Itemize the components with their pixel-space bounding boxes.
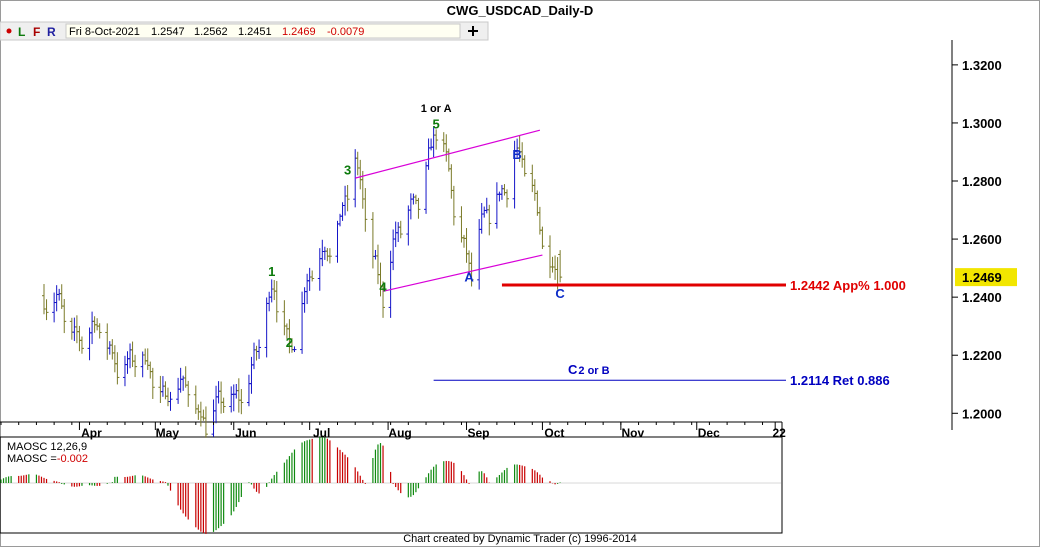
y-tick-label: 1.2800: [962, 174, 1002, 189]
x-tick-label: Oct: [544, 426, 564, 440]
ohlc-bar: [274, 280, 279, 323]
oscillator-value-label: MAOSC =: [7, 453, 57, 465]
y-tick-label: 1.2600: [962, 232, 1002, 247]
x-tick-label: May: [156, 426, 180, 440]
readout-open: 1.2547: [151, 26, 185, 38]
ohlc-readout-box: [65, 23, 461, 39]
ohlc-bar: [44, 299, 49, 321]
ohlc-bar: [150, 367, 155, 399]
ohlc-bar: [239, 388, 244, 415]
ohlc-bar: [203, 406, 208, 438]
x-tick-label: Sep: [468, 426, 490, 440]
y-tick-label: 1.3200: [962, 58, 1002, 73]
ohlc-bar: [505, 189, 509, 208]
oscillator-name: MAOSC 12,26,9: [7, 441, 87, 453]
ohlc-bar: [115, 352, 120, 385]
ohlc-bar: [558, 250, 563, 283]
channel-lower-line: [382, 254, 543, 292]
ohlc-bar: [451, 185, 456, 226]
ohlc-bar: [292, 346, 297, 353]
axes: 1.2000 1.2200 1.2400 1.2600 1.2800 1.3000 1.32…: [0, 58, 1017, 440]
red-dot-icon[interactable]: [6, 28, 12, 34]
ohlc-bar: [469, 252, 474, 287]
wave-label: 3: [344, 163, 351, 178]
y-tick-label: 1.2400: [962, 290, 1002, 305]
oscillator-value: MAOSC =-0.002: [7, 453, 88, 465]
wave-label: 4: [379, 279, 387, 294]
ohlc-bar: [363, 188, 368, 232]
toolbar-button-l[interactable]: L: [18, 25, 25, 39]
ohlc-bar: [133, 354, 138, 378]
ohlc-bar: [434, 129, 439, 150]
oscillator-panel-frame: [0, 436, 783, 534]
plus-icon[interactable]: [468, 26, 478, 36]
ohlc-bar: [79, 336, 84, 354]
ohlc-bar: [257, 339, 262, 359]
annotations: 1.2442 App% 1.000 1.2114 Ret 0.886 C2 or B…: [268, 103, 906, 388]
ohlc-bar: [416, 197, 421, 219]
channel-upper-line: [355, 129, 541, 179]
ohlc-bar: [62, 299, 67, 334]
ohlc-bar: [345, 185, 350, 212]
readout-date: Fri 8-Oct-2021: [69, 26, 140, 38]
wave-label: 5: [433, 117, 440, 132]
ohlc-bar: [221, 397, 226, 413]
price-plot: [42, 126, 563, 438]
y-tick-label: 1.3000: [962, 116, 1002, 131]
target-label-app: 1.2442 App% 1.000: [790, 278, 906, 293]
last-price-label: 1.2469: [962, 270, 1002, 285]
ohlc-bar: [168, 391, 173, 411]
x-tick-label: Jul: [313, 426, 330, 440]
ohlc-bar: [398, 220, 403, 239]
wave-label: 1: [268, 264, 275, 279]
ohlc-bar: [327, 248, 332, 264]
chart-title: CWG_USDCAD_Daily-D: [447, 3, 594, 18]
target-label-ret: 1.2114 Ret 0.886: [790, 373, 890, 388]
ohlc-bar: [186, 380, 191, 407]
readout-low: 1.2451: [238, 26, 272, 38]
toolbar: L F R Fri 8-Oct-2021 1.2547 1.2562 1.245…: [0, 21, 489, 41]
x-tick-label: Dec: [698, 426, 720, 440]
oscillator-value-number: -0.002: [57, 453, 88, 465]
y-tick-label: 1.2000: [962, 406, 1002, 421]
readout-high: 1.2562: [194, 26, 228, 38]
ohlc-bar: [522, 155, 527, 177]
x-tick-label: Nov: [622, 426, 645, 440]
footer-credit: Chart created by Dynamic Trader (c) 1996…: [403, 533, 637, 545]
readout-change: -0.0079: [327, 26, 364, 38]
last-price-marker: [955, 268, 1017, 287]
ohlc-bar: [310, 270, 315, 282]
x-tick-label: Jun: [235, 426, 256, 440]
wave-label: A: [464, 269, 474, 284]
toolbar-button-r[interactable]: R: [47, 25, 56, 39]
wave-label: B: [512, 147, 521, 162]
ohlc-bar: [97, 323, 102, 339]
toolbar-button-f[interactable]: F: [33, 25, 40, 39]
wave-label: C: [555, 286, 565, 301]
x-tick-label: 22: [773, 426, 787, 440]
ohlc-bar: [487, 204, 492, 236]
x-tick-label: Apr: [81, 426, 102, 440]
y-tick-label: 1.2200: [962, 348, 1002, 363]
readout-close: 1.2469: [282, 26, 316, 38]
target-wave-annotation: C2 or B: [568, 362, 610, 377]
wave-label: 1 or A: [421, 103, 452, 115]
ohlc-bar: [381, 281, 386, 318]
ohlc-bar: [540, 226, 545, 250]
oscillator-plot: [0, 437, 781, 534]
wave-label: 2: [286, 335, 293, 350]
x-tick-label: Aug: [388, 426, 411, 440]
